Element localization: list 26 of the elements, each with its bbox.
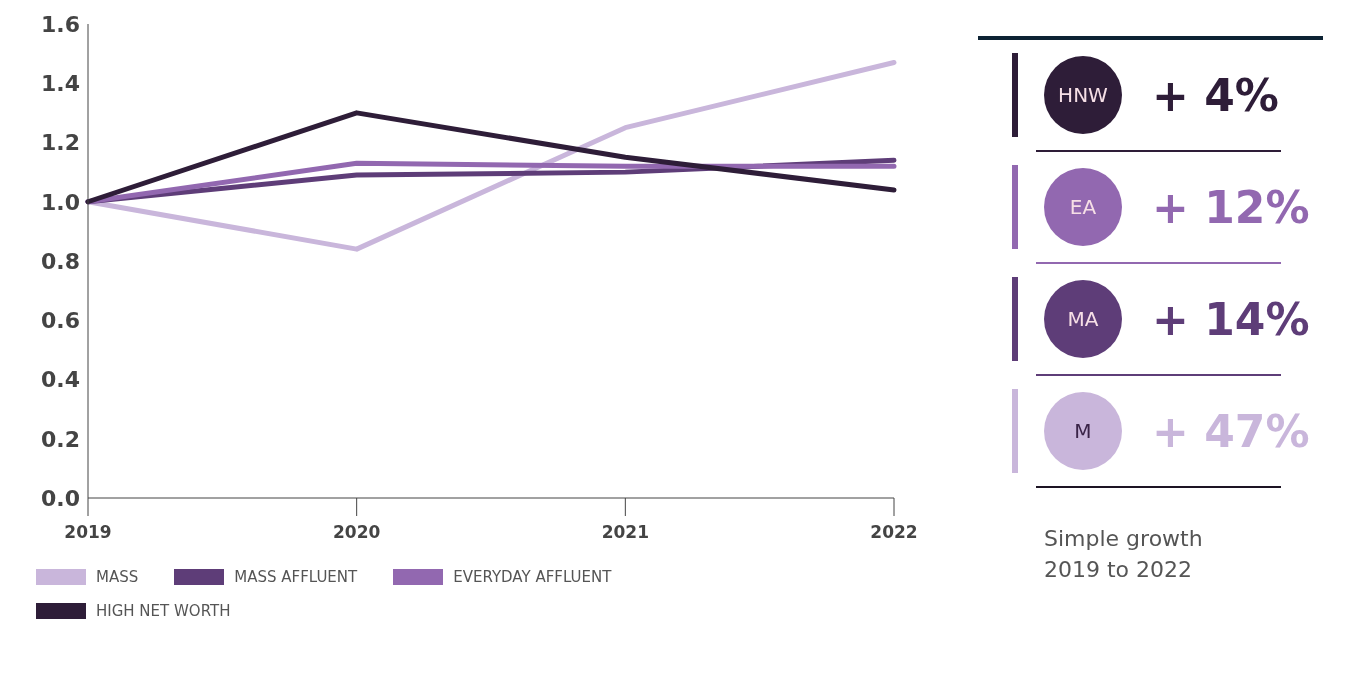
text: M — [1044, 392, 1122, 470]
text: + 4% — [1152, 69, 1279, 121]
y-tick-label: 1.0 — [41, 189, 80, 215]
legend-label: MASS — [96, 568, 139, 586]
text: + 14% — [1152, 293, 1310, 345]
y-tick-label: 1.2 — [41, 130, 80, 156]
y-tick-label: 0.4 — [41, 367, 80, 393]
x-tick-label: 2019 — [64, 522, 112, 543]
text: + 12% — [1152, 181, 1310, 233]
y-tick-label: 1.6 — [41, 11, 80, 37]
legend-label: HIGH NET WORTH — [96, 602, 231, 620]
text: Simple growth 2019 to 2022 — [1044, 525, 1204, 584]
text: + 47% — [1152, 405, 1310, 457]
text: HNW — [1044, 56, 1122, 134]
y-tick-label: 0.0 — [41, 485, 80, 511]
y-tick-label: 1.4 — [41, 71, 80, 97]
y-tick-label: 0.8 — [41, 248, 80, 274]
y-tick-label: 0.6 — [41, 308, 80, 334]
text: EA — [1044, 168, 1122, 246]
legend-label: EVERYDAY AFFLUENT — [453, 568, 612, 586]
x-tick-label: 2022 — [870, 522, 918, 543]
y-tick-label: 0.2 — [41, 426, 80, 452]
x-tick-label: 2020 — [333, 522, 381, 543]
text: MA — [1044, 280, 1122, 358]
x-tick-label: 2021 — [601, 522, 649, 543]
legend-label: MASS AFFLUENT — [234, 568, 358, 586]
